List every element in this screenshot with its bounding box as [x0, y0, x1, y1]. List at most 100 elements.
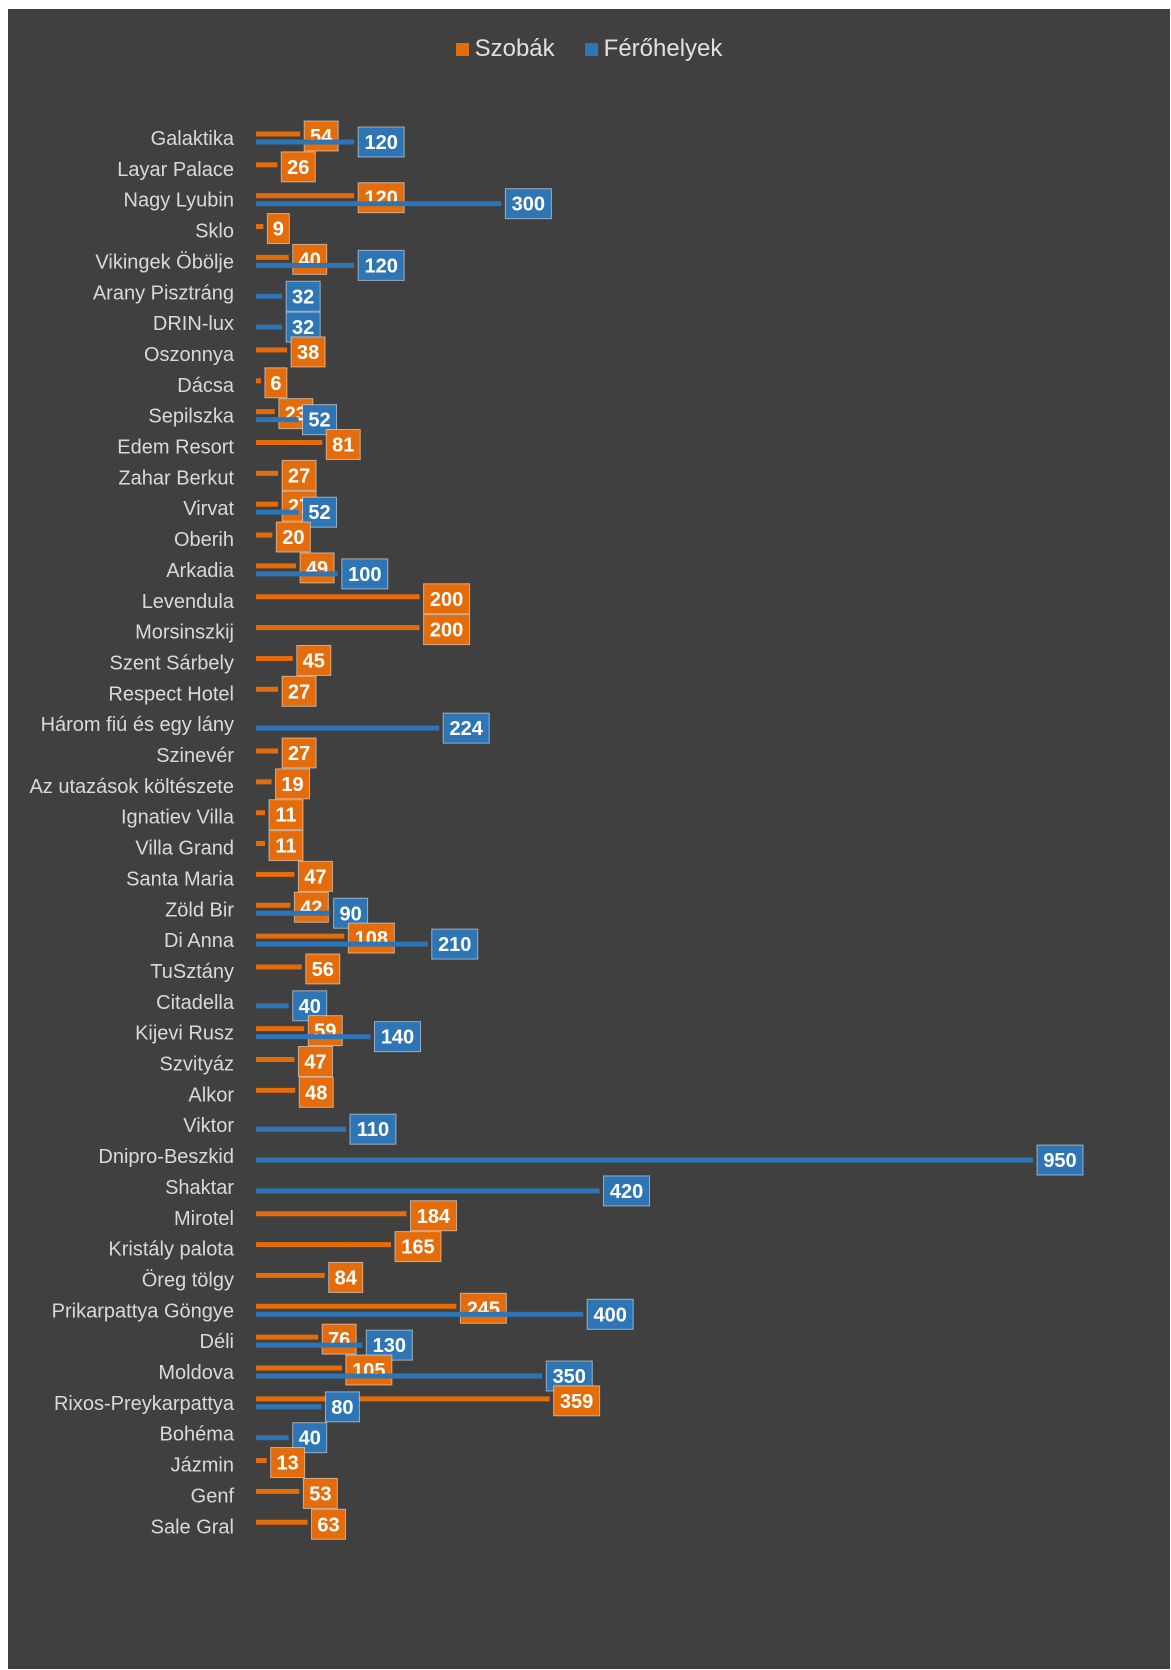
bar-beds	[256, 1373, 543, 1379]
legend-swatch-beds	[584, 42, 598, 56]
legend-label-beds: Férőhelyek	[603, 35, 723, 62]
data-label-box-rooms	[321, 1323, 357, 1355]
bar-rooms	[256, 1087, 296, 1093]
data-label-rooms: 76	[328, 1329, 350, 1351]
legend-item-rooms: Szobák	[455, 35, 555, 63]
data-label-rooms: 19	[281, 774, 303, 796]
data-label-rooms: 200	[430, 620, 463, 642]
bar-rooms	[256, 1026, 305, 1032]
data-label-rooms: 40	[299, 249, 321, 271]
data-label-box-rooms	[357, 182, 405, 214]
data-label-rooms: 359	[560, 1391, 593, 1413]
category-label: Arkadia	[166, 560, 235, 582]
data-label-beds: 90	[339, 903, 361, 925]
category-label: Dácsa	[177, 375, 235, 397]
category-label: DRIN-lux	[153, 313, 234, 335]
category-label: Arany Pisztráng	[93, 282, 234, 304]
bar-beds	[256, 417, 299, 423]
bar-rooms	[256, 871, 295, 877]
data-label-beds: 120	[364, 132, 397, 154]
data-label-rooms: 108	[355, 928, 388, 950]
bar-rooms	[256, 841, 265, 847]
data-label-rooms: 9	[273, 219, 284, 241]
category-label: Alkor	[188, 1084, 234, 1106]
bar-rooms	[256, 594, 420, 600]
bar-beds	[256, 910, 330, 916]
legend-label-rooms: Szobák	[474, 35, 555, 62]
data-label-rooms: 54	[310, 126, 333, 148]
data-label-box-rooms	[325, 429, 361, 460]
bar-beds	[256, 1404, 322, 1410]
data-label-beds: 400	[593, 1304, 626, 1326]
data-label-box-rooms	[345, 1354, 393, 1386]
category-label: Galaktika	[151, 128, 235, 150]
data-label-box-rooms	[281, 459, 317, 491]
bar-beds	[256, 1003, 289, 1009]
category-label: Citadella	[156, 992, 235, 1014]
data-label-beds: 80	[331, 1397, 353, 1419]
data-label-box-beds	[341, 558, 389, 590]
data-label-box-beds	[431, 928, 479, 960]
category-label: Vikingek Öbölje	[95, 251, 234, 273]
data-label-rooms: 27	[288, 681, 310, 703]
category-label: Shaktar	[165, 1177, 234, 1199]
data-label-beds: 40	[299, 996, 321, 1018]
category-label: Az utazások költészete	[29, 776, 234, 798]
data-label-box-rooms	[266, 213, 290, 245]
bar-rooms	[256, 686, 279, 692]
category-label: Di Anna	[164, 930, 235, 952]
bar-rooms	[256, 162, 278, 168]
bar-beds	[256, 1311, 584, 1317]
data-label-rooms: 165	[401, 1237, 434, 1259]
data-label-beds: 950	[1043, 1150, 1076, 1172]
legend: Szobák Férőhelyek	[8, 35, 1170, 63]
category-label: Kristály palota	[108, 1239, 234, 1261]
category-label: Zahar Berkut	[118, 467, 234, 489]
data-label-box-rooms	[423, 614, 471, 646]
bar-beds	[256, 571, 338, 577]
category-label: Zöld Bir	[165, 899, 234, 921]
data-label-box-rooms	[302, 1477, 338, 1509]
bar-rooms	[256, 1334, 319, 1340]
category-label: Levendula	[142, 591, 235, 613]
bar-rooms	[256, 1211, 407, 1217]
bar-rooms	[256, 193, 355, 199]
data-label-box-rooms	[328, 1261, 364, 1293]
bar-rooms	[256, 779, 272, 785]
data-label-box-rooms	[297, 1046, 333, 1077]
category-label: Nagy Lyubin	[124, 190, 234, 212]
data-label-box-rooms	[347, 922, 395, 954]
category-label: Genf	[191, 1485, 235, 1507]
bar-rooms	[256, 224, 264, 230]
bar-beds	[256, 941, 428, 947]
bar-beds	[256, 324, 283, 330]
data-label-rooms: 59	[314, 1021, 336, 1043]
data-label-rooms: 120	[364, 188, 397, 210]
data-label-beds: 140	[381, 1027, 414, 1049]
bar-chart: Galaktika 54 120 Layar Palace 26 Nagy Lyubin 1…	[29, 120, 1084, 1540]
data-label-box-rooms	[297, 860, 333, 892]
data-label-beds: 40	[299, 1428, 321, 1450]
data-label-box-rooms	[290, 336, 326, 368]
bar-rooms	[256, 1242, 391, 1248]
bar-beds	[256, 201, 502, 207]
category-label: Prikarpattya Göngye	[52, 1300, 234, 1322]
category-label: Déli	[200, 1331, 234, 1353]
data-label-rooms: 26	[287, 157, 309, 179]
bar-rooms	[256, 810, 265, 816]
data-label-rooms: 81	[332, 435, 354, 457]
data-label-rooms: 47	[304, 1052, 326, 1074]
bar-rooms	[256, 1365, 342, 1371]
data-label-beds: 350	[553, 1366, 586, 1388]
bar-beds	[256, 1157, 1033, 1163]
category-label: Öreg tölgy	[142, 1269, 234, 1291]
data-label-rooms: 56	[312, 959, 334, 981]
data-label-beds: 300	[512, 194, 545, 216]
data-label-box-beds	[504, 188, 552, 220]
data-label-rooms: 184	[417, 1206, 451, 1228]
data-label-box-beds	[324, 1391, 360, 1423]
data-label-rooms: 48	[305, 1082, 327, 1104]
data-label-rooms: 49	[306, 558, 328, 580]
bar-beds	[256, 725, 440, 731]
bar-beds	[256, 139, 355, 145]
